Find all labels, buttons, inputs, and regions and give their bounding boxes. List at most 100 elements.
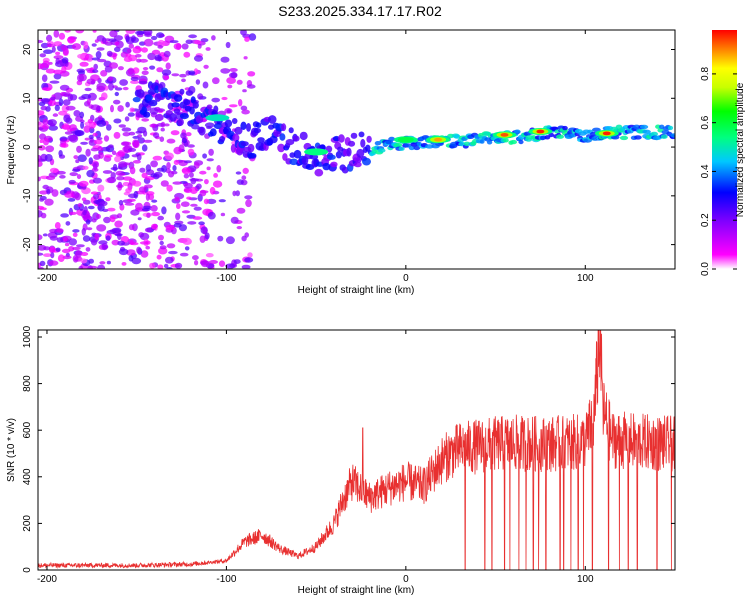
heatmap-cell <box>670 133 675 138</box>
heatmap-cell <box>103 216 111 224</box>
heatmap-cell <box>235 190 240 197</box>
heatmap-cell <box>187 144 195 148</box>
spectrogram-frame <box>37 29 676 270</box>
heatmap-cell <box>83 214 90 220</box>
heatmap-cell <box>113 131 121 139</box>
heatmap-cell <box>40 105 48 111</box>
heatmap-cell <box>192 255 199 261</box>
heatmap-cell <box>202 81 209 89</box>
heatmap-cell <box>73 110 81 117</box>
heatmap-cell <box>77 53 86 59</box>
heatmap-cell <box>194 40 202 45</box>
heatmap-cell <box>125 53 132 58</box>
heatmap-cell <box>156 32 165 39</box>
heatmap-cell <box>197 43 202 49</box>
heatmap-cell <box>246 123 251 132</box>
heatmap-cell <box>139 241 149 245</box>
heatmap-cell <box>41 87 52 91</box>
heatmap-cell <box>358 131 365 138</box>
heatmap-cell <box>132 67 140 74</box>
heatmap-cell <box>241 109 250 115</box>
heatmap-cell <box>72 229 80 233</box>
y-tick-label: 1000 <box>22 325 33 348</box>
heatmap-cell <box>97 58 107 63</box>
colorbar-label: Normalized spectral amplitude <box>735 82 746 217</box>
heatmap-cell <box>176 203 181 210</box>
y-tick-label: -10 <box>22 188 33 203</box>
heatmap-cell <box>113 35 123 41</box>
heatmap-cell <box>114 41 120 46</box>
heatmap-cell <box>163 50 171 58</box>
colorbar-tick-label: 0.0 <box>700 262 711 276</box>
heatmap-cell <box>226 77 237 84</box>
heatmap-cell <box>43 49 53 54</box>
heatmap-cell <box>90 147 99 152</box>
colorbar-tick-label: 0.6 <box>700 115 711 129</box>
heatmap-cell <box>78 180 89 187</box>
heatmap-cell <box>49 80 60 84</box>
heatmap-cell <box>65 221 71 226</box>
heatmap-cell <box>92 69 99 74</box>
heatmap-cell <box>93 199 101 204</box>
colorbar-tick-label: 0.2 <box>700 213 711 227</box>
heatmap-cell <box>96 214 101 219</box>
heatmap-cell <box>194 260 199 266</box>
heatmap-cell <box>122 132 131 137</box>
heatmap-cell <box>181 137 187 144</box>
heatmap-cell <box>104 85 109 91</box>
heatmap-cell <box>218 199 226 203</box>
heatmap-cell <box>136 89 145 98</box>
heatmap-cell <box>118 161 128 168</box>
heatmap-cell <box>50 252 55 259</box>
heatmap-cell <box>332 135 340 142</box>
heatmap-cell <box>195 79 201 85</box>
heatmap-cell <box>97 184 105 192</box>
heatmap-cell <box>87 118 93 124</box>
heatmap-cell <box>65 105 76 111</box>
heatmap-cell <box>338 134 345 143</box>
heatmap-cell <box>138 186 147 193</box>
heatmap-cell <box>189 178 200 182</box>
heatmap-cell <box>155 108 166 113</box>
heatmap-cell <box>150 173 158 178</box>
heatmap-cell <box>233 259 241 264</box>
heatmap-cell <box>85 219 91 225</box>
heatmap-cell <box>556 134 564 139</box>
heatmap-cell <box>97 264 106 269</box>
heatmap-cell <box>43 253 52 257</box>
heatmap-cell <box>183 182 193 189</box>
heatmap-cell <box>141 118 150 122</box>
heatmap-cell <box>143 38 154 47</box>
heatmap-cell <box>172 181 182 185</box>
heatmap-cell <box>117 105 124 112</box>
heatmap-cell <box>169 113 177 122</box>
heatmap-cell <box>408 145 415 151</box>
heatmap-cell <box>38 266 44 269</box>
heatmap-cell <box>181 43 189 50</box>
heatmap-cell <box>175 43 182 50</box>
heatmap-cell <box>61 142 69 148</box>
heatmap-cell <box>619 135 629 141</box>
heatmap-cell <box>72 168 81 172</box>
heatmap-cell <box>130 76 139 82</box>
heatmap-cell <box>125 101 130 108</box>
heatmap-cell <box>243 56 248 60</box>
heatmap-cell <box>330 161 338 168</box>
heatmap-cell <box>179 113 189 120</box>
heatmap-cell <box>172 165 177 172</box>
heatmap-cell <box>45 145 55 153</box>
heatmap-cell <box>135 30 145 36</box>
heatmap-cell <box>279 133 286 141</box>
heatmap-cell <box>218 260 226 268</box>
heatmap-cell <box>183 99 191 106</box>
heatmap-cell <box>64 192 74 198</box>
heatmap-cell <box>149 107 159 115</box>
snr-series-line <box>38 330 675 570</box>
heatmap-cell <box>107 76 114 82</box>
heatmap-cell <box>97 146 104 152</box>
heatmap-cell <box>69 134 79 143</box>
heatmap-cell <box>173 223 182 228</box>
heatmap-cell <box>38 145 46 151</box>
heatmap-cell <box>59 84 70 91</box>
heatmap-cell <box>192 216 203 220</box>
